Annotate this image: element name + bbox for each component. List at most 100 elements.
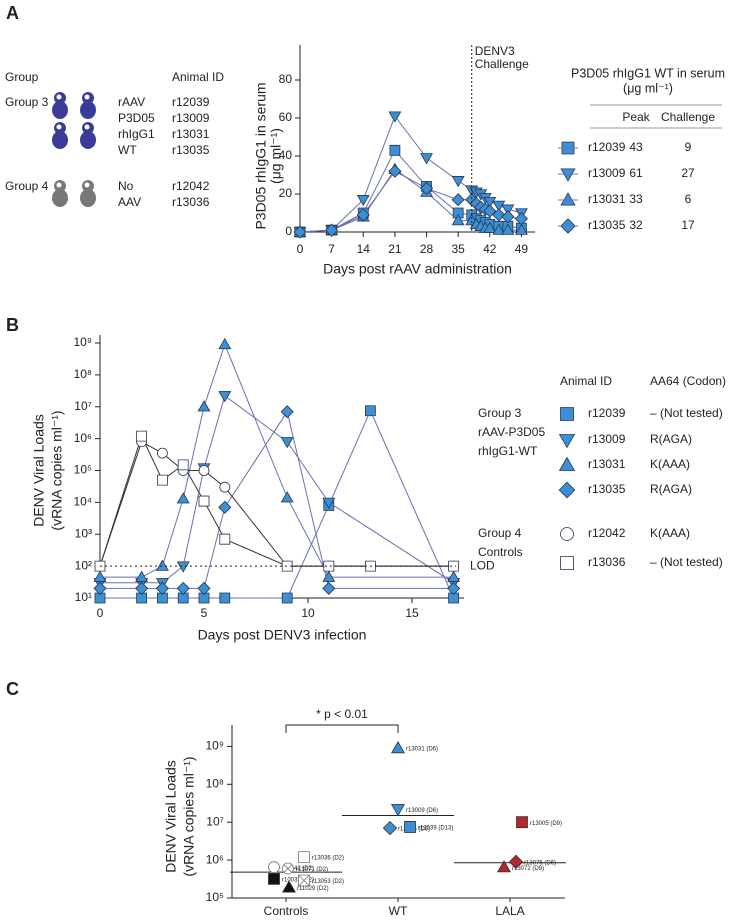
y-tick-label: 10⁶: [74, 431, 92, 445]
data-point: [155, 559, 169, 571]
data-point: [388, 164, 402, 178]
y-tick-label: 10⁵: [206, 890, 224, 904]
data-point: [197, 581, 211, 595]
y-tick-label: 60: [279, 110, 293, 124]
point-label: r13072 (D9): [512, 866, 544, 872]
y-tick-label: 10⁶: [206, 852, 224, 866]
data-point: [492, 200, 506, 212]
data-point: [268, 861, 280, 874]
point-label: r13071 (D2): [296, 867, 328, 873]
legend-group: rhIgG1-WT: [478, 444, 538, 458]
y-tick-label: 10⁹: [74, 335, 93, 349]
legend-marker: [558, 434, 576, 449]
data-point: [281, 880, 297, 893]
point-label: r12039 (D13): [418, 826, 453, 832]
data-point: [135, 570, 149, 582]
data-point: [155, 581, 169, 595]
data-point: [452, 207, 464, 219]
data-point: [218, 500, 232, 514]
monkey-icon: [84, 182, 90, 188]
y-tick-label: 0: [285, 224, 292, 238]
data-point: [390, 741, 406, 754]
monkey-icon: [56, 182, 62, 188]
lod-label: LOD: [470, 558, 495, 572]
peak-value: 32: [629, 218, 643, 232]
data-point: [218, 337, 232, 350]
x-axis-label: Days post DENV3 infection: [198, 627, 367, 643]
monkey-icon: [84, 94, 90, 100]
series-line: [99, 434, 454, 567]
data-point: [157, 474, 168, 486]
significance-label: * p < 0.01: [316, 707, 368, 721]
data-point: [323, 560, 335, 572]
data-point: [280, 437, 294, 449]
data-point: [515, 223, 528, 235]
monkey-icon: [56, 94, 62, 100]
data-point: [322, 497, 336, 509]
y-tick-label: 10⁷: [74, 399, 92, 413]
peak-value: 33: [629, 192, 643, 206]
legend-label: r13009: [588, 432, 626, 446]
treatment: No: [118, 179, 134, 193]
table-header: Challenge: [661, 110, 715, 124]
y-axis-label: DENV Viral Loads: [31, 414, 47, 527]
legend-header: Animal ID: [560, 374, 612, 388]
y-tick-label: 10²: [75, 558, 92, 572]
data-point: [514, 212, 529, 226]
x-tick-label: WT: [389, 904, 408, 918]
y-tick-label: 10⁸: [74, 367, 92, 381]
legend-marker: [560, 168, 576, 182]
y-axis-label: (μg ml⁻¹): [268, 128, 284, 184]
data-point: [501, 204, 515, 216]
data-point: [219, 481, 231, 493]
legend-codon: K(AAA): [650, 457, 690, 471]
treatment: WT: [118, 143, 137, 157]
y-tick-label: 10⁸: [206, 776, 224, 790]
panel-label: B: [6, 315, 19, 335]
data-point: [281, 560, 293, 572]
data-point: [268, 872, 280, 885]
id-header: Animal ID: [172, 70, 224, 84]
x-tick-label: 7: [328, 242, 335, 256]
x-tick-label: 35: [451, 242, 465, 256]
data-point: [501, 223, 515, 235]
data-point: [501, 210, 515, 224]
data-point: [448, 560, 459, 572]
treatment: rhIgG1: [118, 127, 155, 141]
challenge-label: Challenge: [475, 57, 529, 71]
data-point: [365, 405, 376, 417]
data-point: [516, 816, 528, 829]
x-tick-label: 10: [301, 606, 315, 620]
data-point: [483, 196, 497, 209]
significance-bracket: [285, 724, 399, 733]
legend-label: r13035: [588, 218, 626, 232]
data-point: [389, 144, 401, 156]
legend-header: AA64 (Codon): [650, 374, 726, 388]
series-line: [100, 409, 455, 599]
y-axis-label: DENV Viral Loads: [163, 760, 179, 873]
data-point: [197, 400, 211, 412]
table-title: (μg ml⁻¹): [623, 81, 673, 95]
legend-marker: [560, 527, 574, 541]
panel-label: A: [6, 3, 19, 23]
x-tick-label: Controls: [264, 904, 309, 918]
data-point: [322, 581, 336, 595]
data-point: [298, 851, 310, 864]
monkey-icon: [80, 189, 96, 207]
point-label: r10035 (D2): [282, 877, 314, 883]
point-label: r13076 (D6): [524, 860, 556, 866]
x-tick-label: 0: [97, 606, 104, 620]
y-tick-label: 10⁹: [206, 739, 225, 753]
data-point: [496, 860, 512, 873]
data-point: [280, 405, 294, 419]
legend-codon: – (Not tested): [650, 555, 723, 569]
data-point: [404, 821, 416, 833]
legend-marker: [560, 192, 576, 206]
legend-codon: R(AGA): [650, 432, 692, 446]
data-point: [451, 176, 465, 188]
data-point: [156, 447, 168, 459]
data-point: [280, 491, 294, 503]
animal-id: r13031: [172, 127, 210, 141]
